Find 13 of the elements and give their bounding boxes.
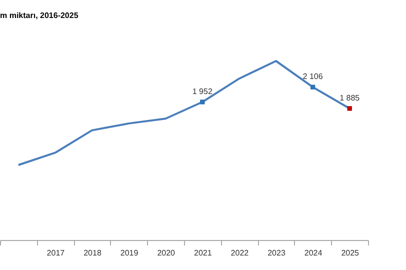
data-label: 1 885 — [340, 93, 360, 102]
x-tick-label: 2020 — [157, 248, 176, 258]
chart-title: m miktarı, 2016-2025 — [0, 11, 79, 20]
x-tick-label: 2023 — [268, 248, 286, 258]
x-tick-label: 2017 — [46, 248, 66, 258]
x-tick-label: 2024 — [304, 248, 323, 258]
x-tick-label: 2019 — [120, 248, 139, 258]
data-label: 2 106 — [302, 72, 324, 82]
x-tick-label: 2021 — [194, 248, 212, 258]
data-label: 1 952 — [192, 86, 213, 96]
x-tick-label: 2022 — [230, 248, 250, 258]
x-tick-label: 2025 — [341, 248, 360, 258]
x-tick-label: 2018 — [84, 248, 102, 258]
